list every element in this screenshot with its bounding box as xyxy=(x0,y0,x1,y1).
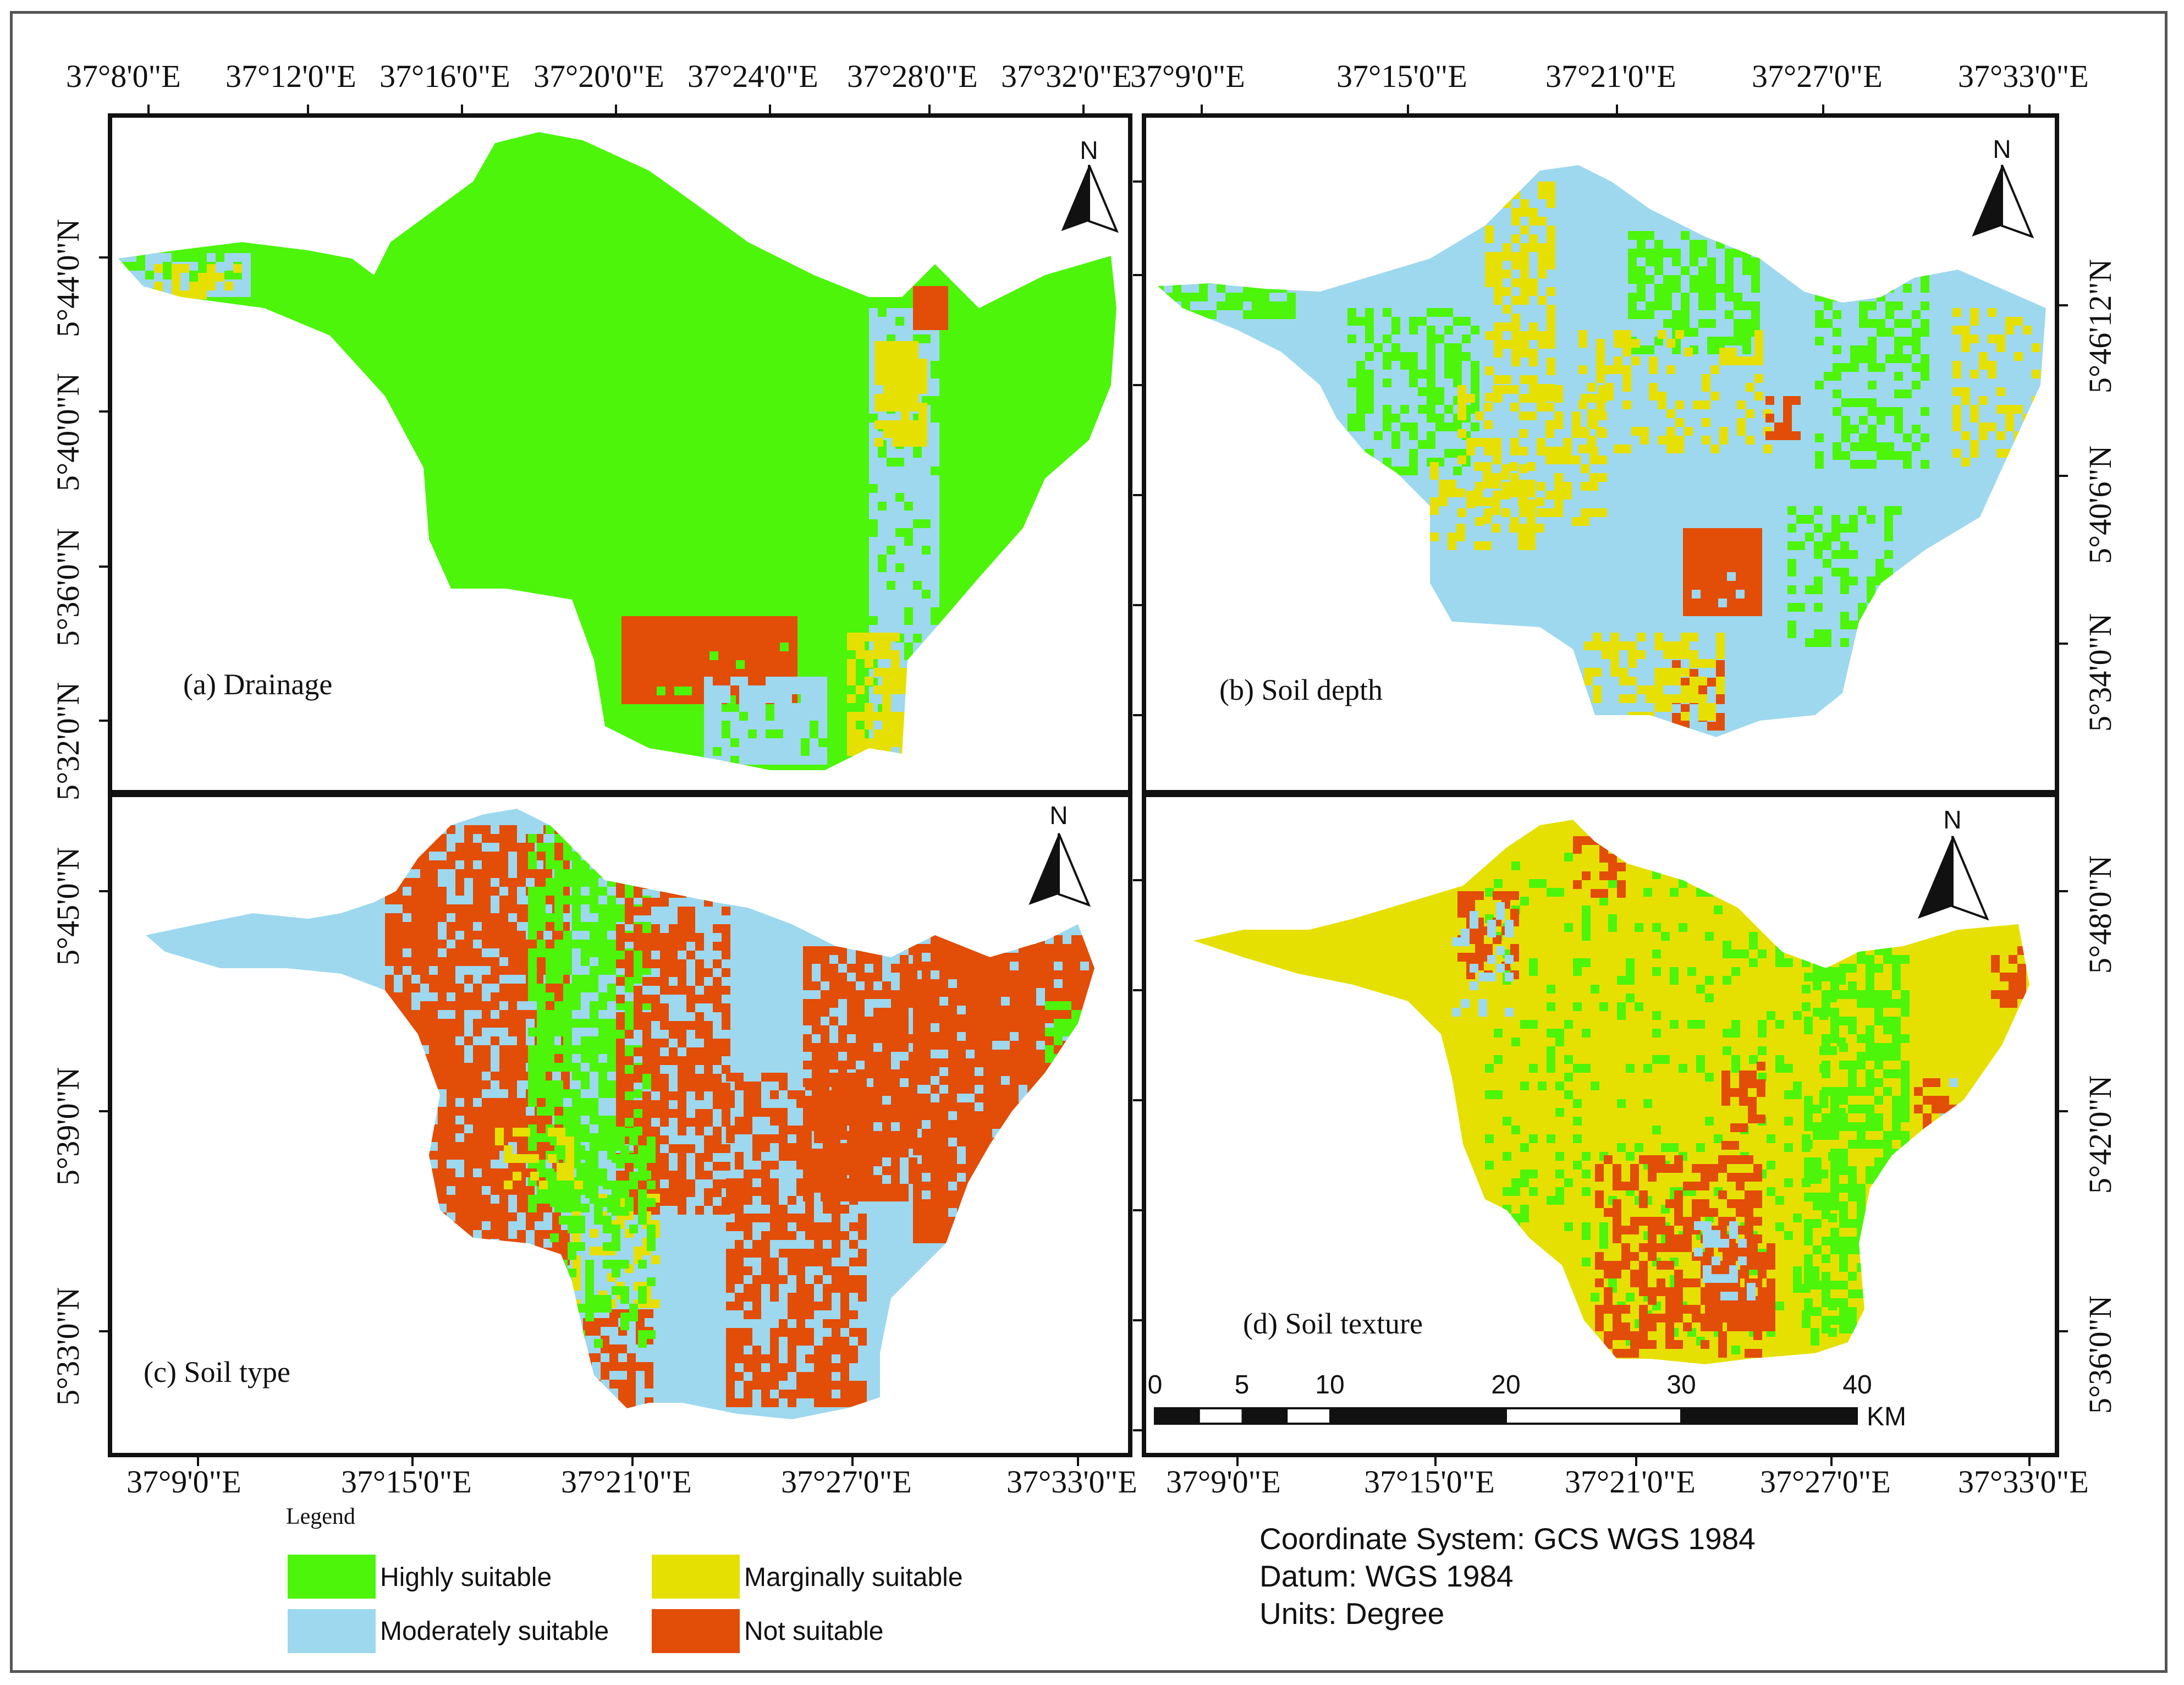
top-right-label-0: 37°9'0"E xyxy=(1130,58,1245,94)
legend-label-marginally: Marginally suitable xyxy=(744,1563,963,1592)
left-bottom-label-0: 5°45'0"N xyxy=(50,847,86,965)
north-arrow-icon-c xyxy=(1028,833,1091,907)
left-top-label-1: 5°40'0"N xyxy=(50,372,86,491)
left-top-label-0: 5°44'0"N xyxy=(50,218,86,337)
right-top-label-2: 5°34'0"N xyxy=(2082,613,2118,732)
scale-unit: KM xyxy=(1867,1402,1906,1431)
top-left-label-2: 37°16'0"E xyxy=(379,58,510,94)
left-top-label-3: 5°32'0"N xyxy=(50,682,86,800)
caption-soil-depth: (b) Soil depth xyxy=(1219,673,1383,706)
coordinate-system-text: Coordinate System: GCS WGS 1984 xyxy=(1259,1522,1756,1556)
scale-tick-10: 10 xyxy=(1315,1370,1345,1399)
left-top-label-2: 5°36'0"N xyxy=(50,528,86,646)
top-right-label-3: 37°27'0"E xyxy=(1752,58,1883,94)
legend-label-moderately: Moderately suitable xyxy=(380,1617,609,1646)
panel-frame-a xyxy=(108,113,1132,794)
top-left-label-1: 37°12'0"E xyxy=(225,58,356,94)
units-text: Units: Degree xyxy=(1259,1596,1445,1631)
right-top-label-0: 5°46'12"N xyxy=(2082,259,2118,393)
north-label-d: N xyxy=(1943,805,1962,834)
legend-label-not: Not suitable xyxy=(744,1617,884,1646)
right-bottom-label-1: 5°42'0"N xyxy=(2082,1075,2118,1194)
top-left-label-6: 37°32'0"E xyxy=(1001,58,1132,94)
bottom-right-label-2: 37°21'0"E xyxy=(1565,1464,1696,1500)
legend-swatch-marginally xyxy=(652,1555,740,1599)
legend-swatch-moderately xyxy=(288,1609,376,1653)
north-label-a: N xyxy=(1080,136,1098,164)
caption-drainage: (a) Drainage xyxy=(183,668,333,701)
north-label-c: N xyxy=(1049,801,1068,830)
caption-soil-texture: (d) Soil texture xyxy=(1243,1307,1423,1340)
top-left-label-0: 37°8'0"E xyxy=(66,58,181,94)
map-area-d xyxy=(1193,820,2029,1364)
bottom-right-label-4: 37°33'0"E xyxy=(1958,1464,2089,1500)
scale-tick-40: 40 xyxy=(1842,1370,1872,1399)
outer-frame xyxy=(10,11,2168,1673)
north-arrow-icon-b xyxy=(1972,164,2034,239)
bottom-left-label-2: 37°21'0"E xyxy=(561,1464,692,1500)
bottom-left-label-4: 37°33'0"E xyxy=(1006,1464,1137,1500)
scale-tick-20: 20 xyxy=(1491,1370,1521,1399)
top-left-label-5: 37°28'0"E xyxy=(847,58,978,94)
bottom-left-label-0: 37°9'0"E xyxy=(126,1464,241,1500)
top-right-label-1: 37°15'0"E xyxy=(1336,58,1467,94)
datum-text: Datum: WGS 1984 xyxy=(1259,1559,1514,1593)
right-bottom-label-0: 5°48'0"N xyxy=(2082,855,2118,974)
scale-tick-5: 5 xyxy=(1234,1370,1250,1399)
bottom-left-label-1: 37°15'0"E xyxy=(341,1464,472,1500)
north-arrow-icon-d xyxy=(1918,836,1989,921)
map-panel-c-soil-type xyxy=(108,793,1132,1457)
caption-soil-type: (c) Soil type xyxy=(144,1355,290,1388)
north-label-b: N xyxy=(1993,135,2011,163)
bottom-right-label-0: 37°9'0"E xyxy=(1166,1464,1281,1500)
north-arrow-icon-a xyxy=(1061,164,1119,233)
legend-swatch-not xyxy=(652,1609,740,1653)
panel-frame-b xyxy=(1142,113,2059,794)
legend-title: Legend xyxy=(286,1504,355,1529)
right-bottom-label-2: 5°36'0"N xyxy=(2082,1295,2118,1414)
map-panel-d-soil-texture xyxy=(1142,793,2059,1457)
panel-frame-c xyxy=(108,793,1132,1457)
top-right-label-4: 37°33'0"E xyxy=(1958,58,2089,94)
bottom-right-label-1: 37°15'0"E xyxy=(1364,1464,1495,1500)
panel-frame-d xyxy=(1142,793,2059,1457)
left-bottom-label-1: 5°39'0"N xyxy=(50,1067,86,1185)
bottom-right-label-3: 37°27'0"E xyxy=(1760,1464,1891,1500)
top-right-label-2: 37°21'0"E xyxy=(1545,58,1676,94)
top-left-label-3: 37°20'0"E xyxy=(533,58,664,94)
legend-swatch-highly xyxy=(288,1555,376,1599)
scale-tick-30: 30 xyxy=(1666,1370,1696,1399)
scale-tick-0: 0 xyxy=(1147,1370,1163,1399)
right-top-label-1: 5°40'6"N xyxy=(2082,445,2118,564)
left-bottom-label-2: 5°33'0"N xyxy=(50,1287,86,1406)
legend-label-highly: Highly suitable xyxy=(380,1563,552,1592)
map-area-a xyxy=(118,132,1116,770)
scale-bar xyxy=(1154,1407,1858,1425)
top-left-label-4: 37°24'0"E xyxy=(687,58,818,94)
bottom-left-label-3: 37°27'0"E xyxy=(781,1464,912,1500)
map-panel-a-drainage xyxy=(108,113,1132,794)
